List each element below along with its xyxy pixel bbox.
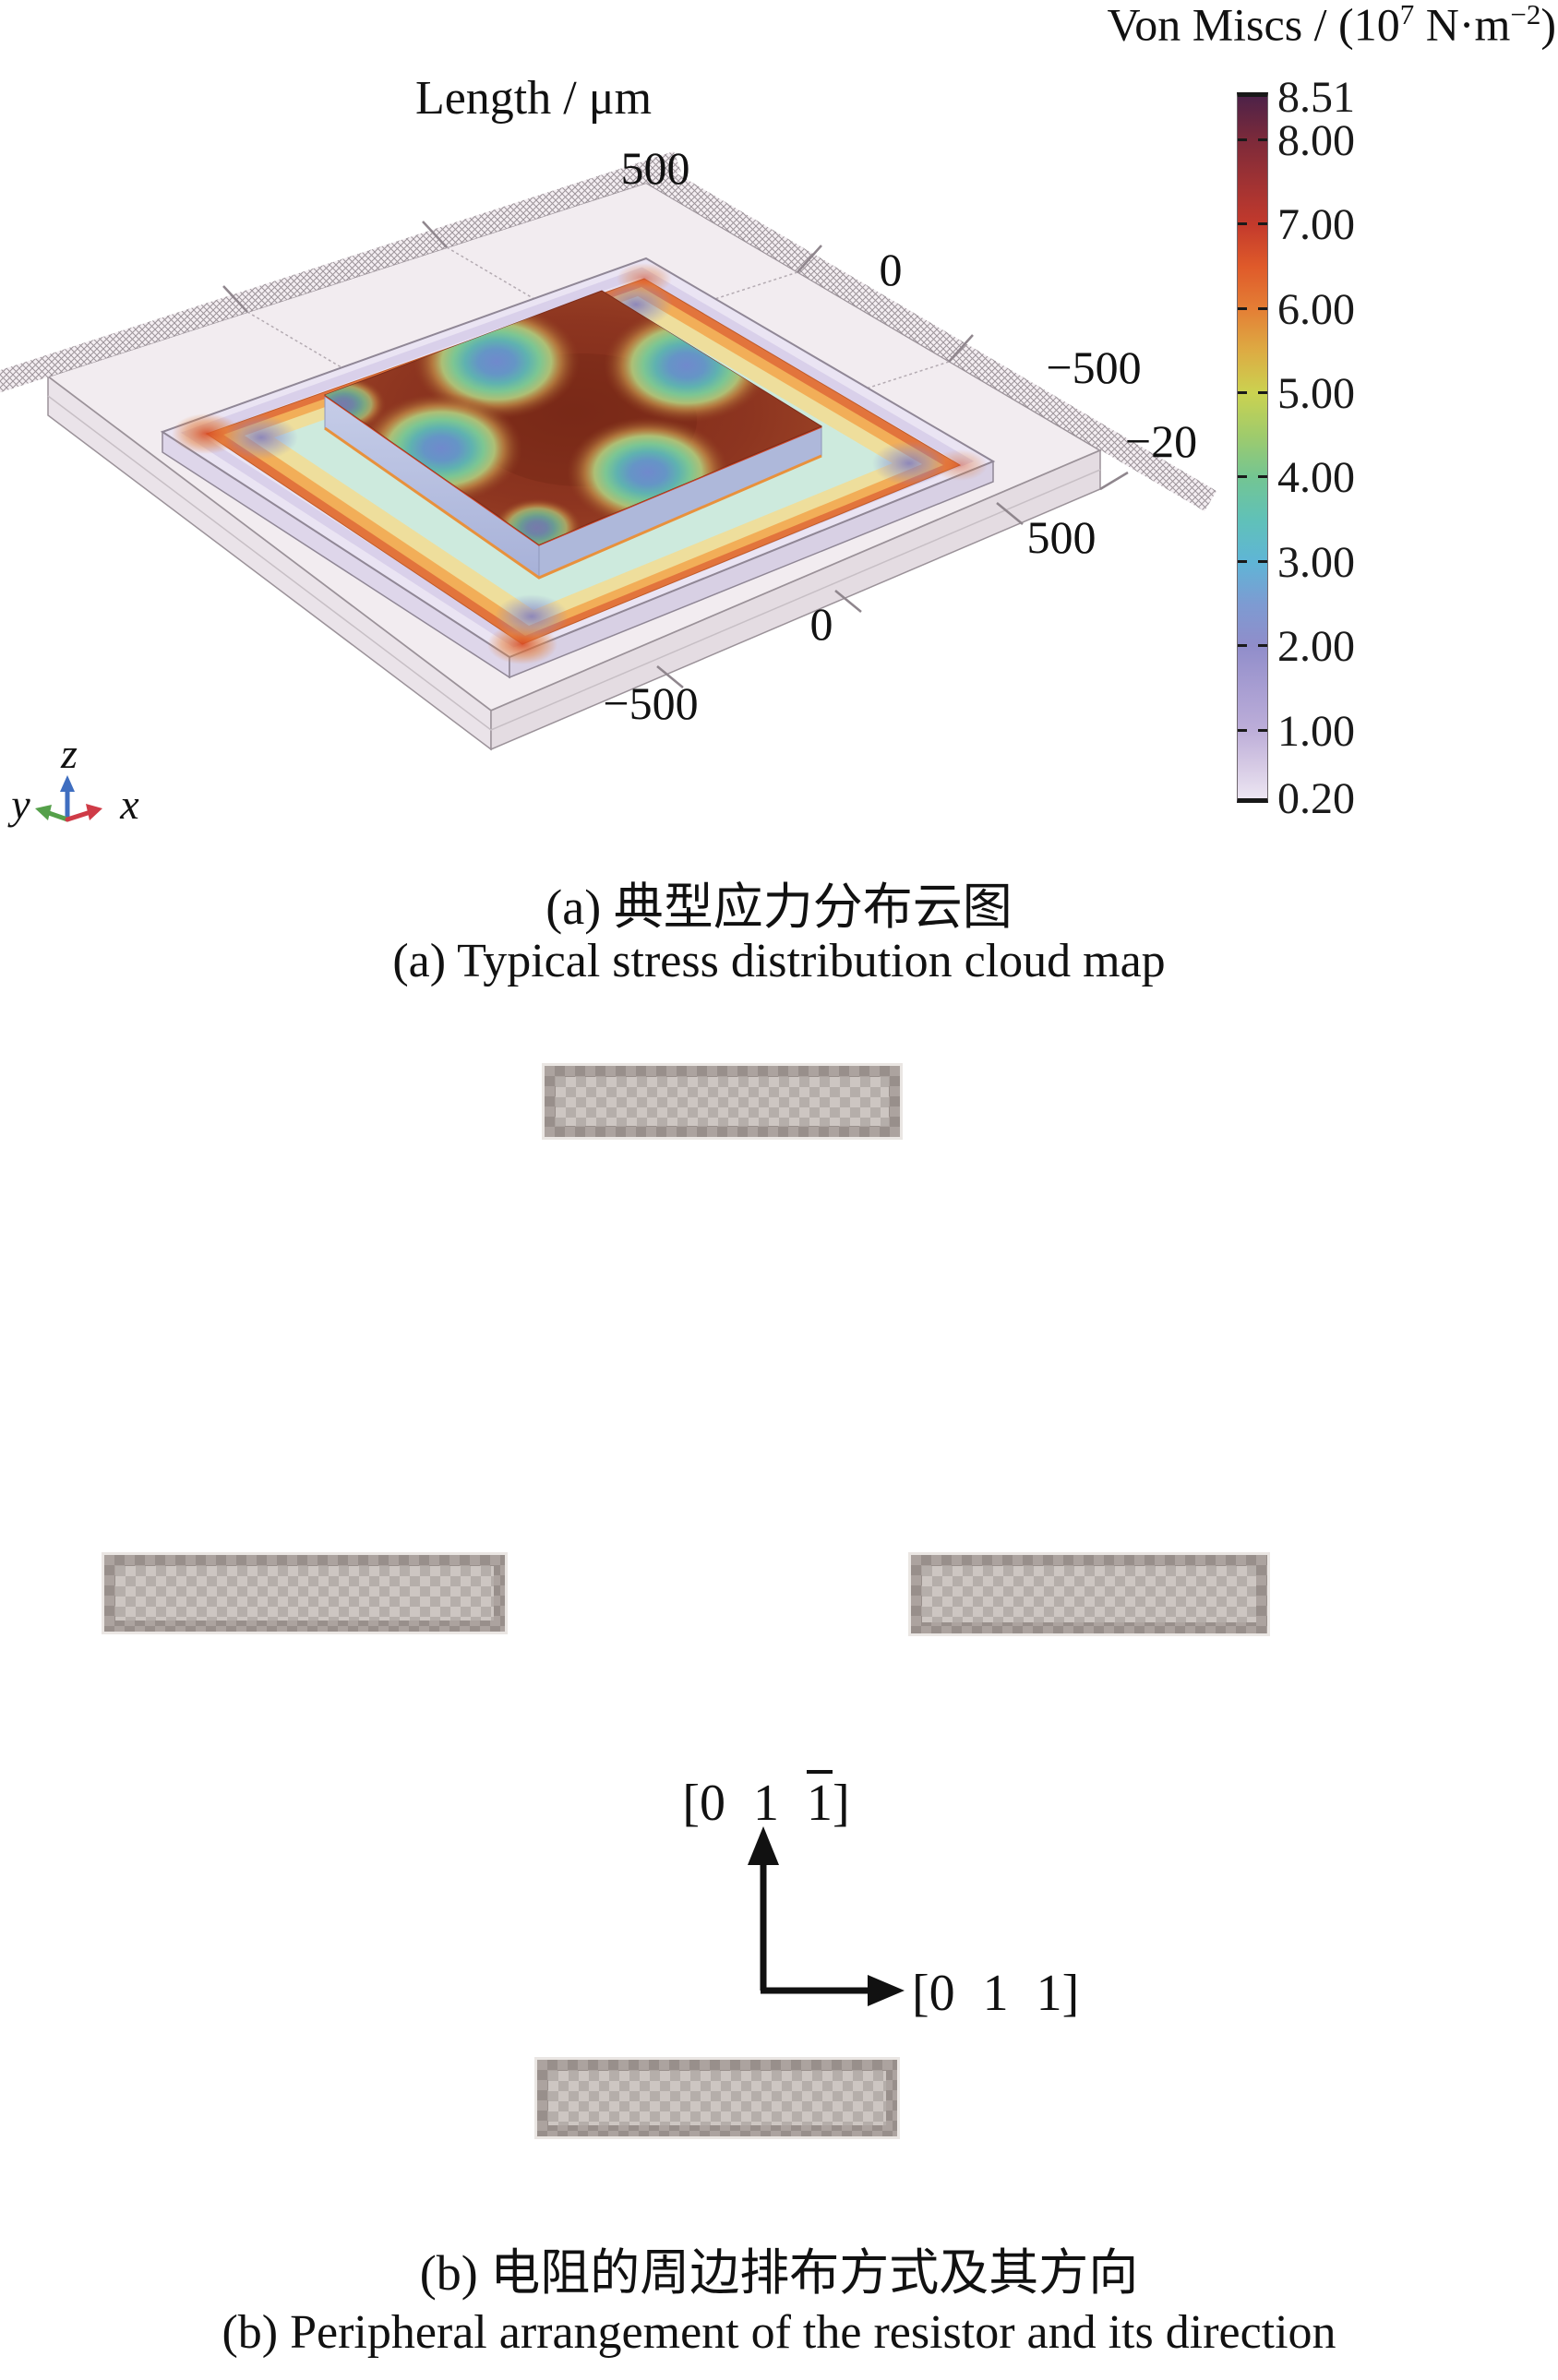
colorbar-tick-1-00: 1.00 bbox=[1277, 707, 1355, 756]
direction-label-right: [0 1 1] bbox=[912, 1965, 1080, 2022]
crystal-direction-arrows bbox=[748, 1826, 905, 2006]
resistor-bottom bbox=[537, 2060, 897, 2136]
colorbar-tick-6-00: 6.00 bbox=[1277, 285, 1355, 334]
colorbar-tick-8-00: 8.00 bbox=[1277, 116, 1355, 165]
colorbar-tick-2-00: 2.00 bbox=[1277, 622, 1355, 671]
resistor-top-core bbox=[556, 1077, 889, 1126]
y-tick-neg500: −500 bbox=[603, 677, 699, 729]
colorbar-title-exp1: 7 bbox=[1399, 0, 1415, 30]
triad-z-label: z bbox=[61, 730, 78, 777]
direction-up-pre: [0 1 bbox=[682, 1775, 807, 1832]
resistor-right-core bbox=[922, 1566, 1256, 1622]
colorbar-tick-8-51: 8.51 bbox=[1277, 73, 1355, 122]
colorbar-tick-5-00: 5.00 bbox=[1277, 369, 1355, 418]
triad-x-label: x bbox=[120, 781, 139, 828]
colorbar-title-suffix: ) bbox=[1540, 0, 1556, 51]
colorbar-title: Von Miscs / (107 N·m−2) bbox=[1108, 0, 1556, 49]
colorbar bbox=[1237, 92, 1268, 803]
caption-b-en: (b) Peripheral arrangement of the resist… bbox=[222, 2306, 1336, 2359]
x-tick-neg500: −500 bbox=[1046, 341, 1142, 393]
z-tick-neg20: −20 bbox=[1124, 415, 1198, 467]
resistor-left-core bbox=[115, 1566, 494, 1621]
direction-label-up: [0 1 1] bbox=[669, 1770, 863, 1833]
colorbar-title-prefix: Von Miscs / (10 bbox=[1107, 0, 1400, 51]
triad-y-label: y bbox=[11, 781, 30, 828]
caption-b-zh: (b) 电阻的周边排布方式及其方向 bbox=[419, 2245, 1139, 2301]
x-tick-500: 500 bbox=[620, 142, 690, 194]
y-tick-500: 500 bbox=[1026, 511, 1097, 563]
caption-a-en: (a) Typical stress distribution cloud ma… bbox=[392, 935, 1166, 987]
colorbar-title-exp2: −2 bbox=[1510, 0, 1541, 30]
direction-up-barred-one: 1 bbox=[807, 1770, 833, 1832]
stress-3d-scene bbox=[0, 151, 1216, 822]
colorbar-tick-3-00: 3.00 bbox=[1277, 538, 1355, 587]
resistor-bottom-core bbox=[548, 2071, 886, 2125]
resistor-top bbox=[545, 1066, 900, 1137]
colorbar-tick-0-20: 0.20 bbox=[1277, 774, 1355, 823]
length-axis-label: Length / μm bbox=[414, 72, 653, 125]
resistor-right bbox=[911, 1555, 1267, 1633]
colorbar-tick-4-00: 4.00 bbox=[1277, 453, 1355, 502]
direction-up-suf: ] bbox=[833, 1775, 850, 1832]
y-tick-0: 0 bbox=[809, 598, 833, 650]
x-tick-0: 0 bbox=[879, 244, 903, 295]
colorbar-tick-7-00: 7.00 bbox=[1277, 200, 1355, 249]
colorbar-title-mid: N·m bbox=[1414, 0, 1511, 51]
coordinate-triad bbox=[35, 775, 102, 822]
caption-a-zh: (a) 典型应力分布云图 bbox=[545, 879, 1013, 935]
resistor-left bbox=[104, 1555, 505, 1632]
